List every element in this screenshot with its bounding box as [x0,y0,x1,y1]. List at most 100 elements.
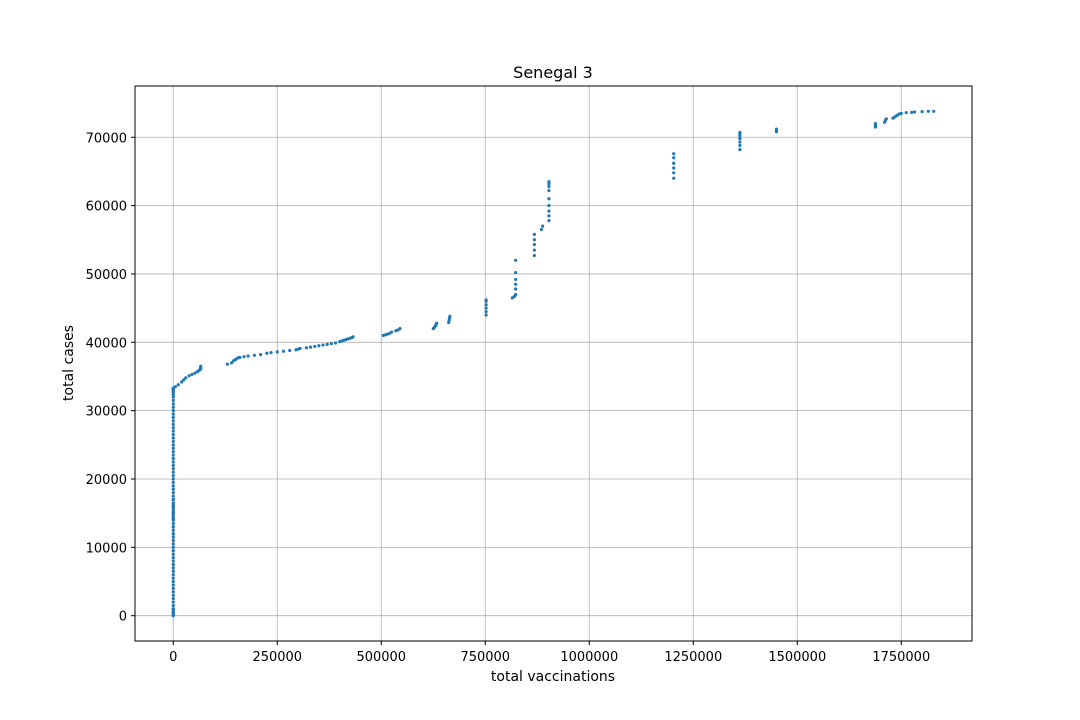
data-point [435,321,439,325]
y-tick-label: 70000 [86,131,127,146]
data-point [171,528,175,532]
data-point [547,219,551,223]
data-point [171,521,175,526]
data-point [171,409,175,413]
x-tick-label: 250000 [252,650,302,665]
y-tick-label: 50000 [86,268,127,283]
data-point [920,110,924,114]
data-point [171,446,175,450]
data-point [179,380,184,384]
x-axis-label: total vaccinations [491,669,615,685]
data-point [171,422,175,426]
data-point [171,480,175,485]
data-point [171,398,175,403]
data-point [171,576,175,580]
x-tick-label: 1500000 [768,650,826,665]
data-point [171,569,175,573]
data-point [484,306,488,310]
data-point [484,309,488,314]
data-point [171,612,175,616]
data-point [275,350,279,354]
data-point [171,538,175,543]
data-point [484,303,488,307]
y-tick-label: 40000 [86,336,127,351]
data-point [171,415,175,420]
x-tick-label: 0 [169,650,177,665]
data-point [171,593,175,597]
data-point [738,137,742,141]
data-point [171,450,175,454]
data-point [774,127,779,131]
data-point [190,372,194,377]
data-point [199,364,203,368]
data-point [171,487,175,491]
data-point [398,327,402,331]
data-point [171,532,175,536]
data-point [313,344,317,349]
data-point [547,204,551,208]
data-point [171,436,175,440]
data-point [298,346,302,351]
data-point [171,556,175,560]
data-point [738,147,742,152]
y-tick-label: 30000 [86,405,127,420]
data-point [171,477,175,481]
data-point [390,330,394,334]
data-point [672,176,676,180]
y-tick-label: 10000 [86,541,127,556]
data-point [539,227,544,232]
data-point [304,346,308,350]
data-point [514,258,518,262]
data-point [171,511,175,515]
x-tick-label: 1750000 [872,650,930,665]
data-point [187,374,191,378]
data-point [171,470,175,474]
data-point [171,586,175,590]
data-point [171,600,175,604]
data-point [171,463,175,467]
data-point [541,224,545,228]
data-point [252,353,256,357]
data-point [171,491,175,495]
data-point [171,525,175,529]
data-point [171,535,175,539]
y-axis-ticks: 0 10000 20000 30000 40000 50000 60000 70000 [86,131,135,625]
data-point [547,184,551,189]
data-point [904,111,908,115]
data-point [171,405,175,409]
data-point [171,484,175,488]
data-point [171,566,175,570]
data-point [926,109,930,113]
data-point [193,371,197,375]
data-point [182,378,186,382]
data-point [171,439,175,444]
data-point [333,341,338,345]
data-point [547,197,551,201]
data-point [229,361,234,365]
data-point [171,583,175,587]
data-point [171,518,175,522]
x-tick-label: 500000 [356,650,406,665]
data-point [171,467,175,471]
x-tick-label: 1000000 [560,650,618,665]
data-point [329,342,333,346]
data-point [259,353,263,357]
data-point [173,385,177,389]
data-point [325,342,329,346]
x-tick-label: 1250000 [664,650,722,665]
data-point [672,161,676,165]
data-point [547,180,551,184]
data-point [547,188,551,193]
data-point [281,349,286,353]
data-point [171,412,175,416]
data-point [171,542,175,546]
y-tick-label: 20000 [86,473,127,488]
data-point [171,456,175,461]
data-point [269,350,273,355]
data-point [171,597,175,601]
data-point [171,607,175,611]
data-point [171,552,175,556]
data-point [514,287,518,291]
data-point [514,277,518,282]
